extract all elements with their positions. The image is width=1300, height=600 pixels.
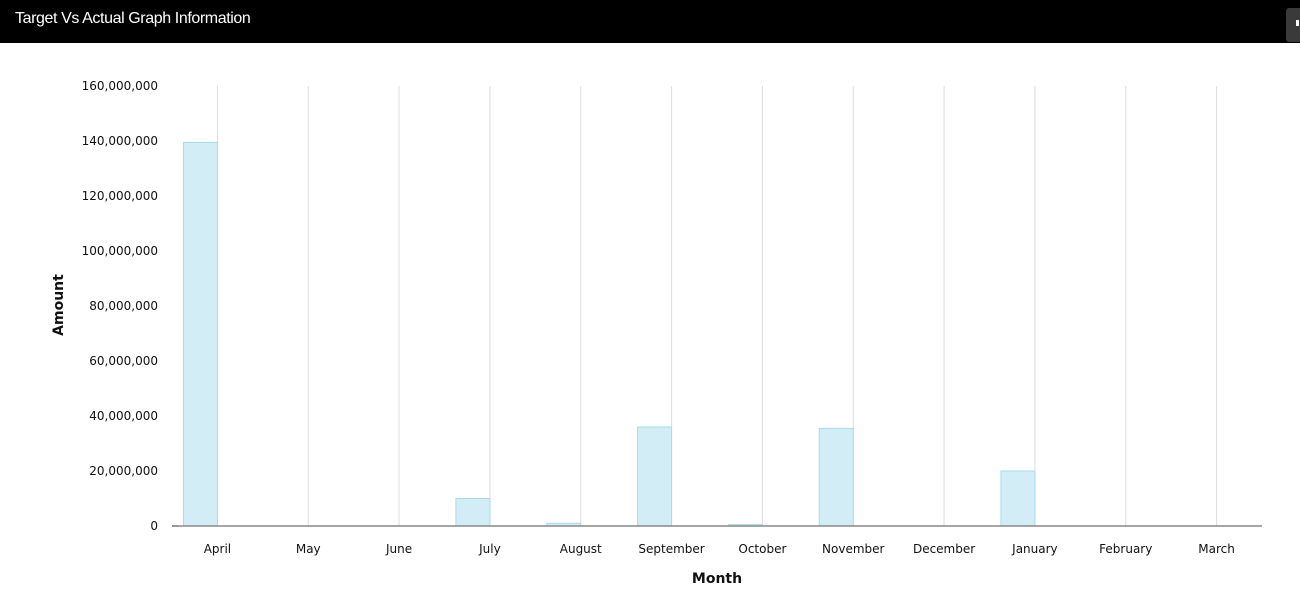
bar-july[interactable] xyxy=(455,498,491,527)
y-tick-label: 60,000,000 xyxy=(89,354,158,368)
corner-control-icon[interactable] xyxy=(1286,8,1300,42)
y-tick-label: 0 xyxy=(150,519,158,533)
x-axis-title: Month xyxy=(692,571,742,587)
x-tick-label: June xyxy=(385,542,412,556)
x-tick-label: August xyxy=(560,542,602,556)
x-tick-label: November xyxy=(822,542,884,556)
x-tick-label: October xyxy=(738,542,786,556)
x-tick-label: December xyxy=(913,542,975,556)
grid-lines xyxy=(216,86,1218,526)
y-tick-labels: 0 20,000,000 40,000,000 60,000,000 80,000,00… xyxy=(82,79,158,533)
bar-april[interactable] xyxy=(182,141,218,527)
x-tick-label: September xyxy=(638,542,704,556)
y-tick-label: 160,000,000 xyxy=(82,79,158,93)
x-tick-label: March xyxy=(1198,542,1235,556)
x-tick-label: January xyxy=(1011,542,1058,556)
y-tick-label: 140,000,000 xyxy=(82,134,158,148)
y-tick-label: 40,000,000 xyxy=(89,409,158,423)
title-bar: Target Vs Actual Graph Information xyxy=(0,0,1300,43)
y-axis-title: Amount xyxy=(51,274,67,336)
corner-glyph-icon xyxy=(1296,20,1299,26)
x-tick-label: May xyxy=(296,542,321,556)
y-tick-label: 120,000,000 xyxy=(82,189,158,203)
y-tick-label: 100,000,000 xyxy=(82,244,158,258)
bar-chart: 0 20,000,000 40,000,000 60,000,000 80,000,00… xyxy=(51,79,1262,587)
x-tick-label: April xyxy=(204,542,231,556)
bar-january[interactable] xyxy=(1000,470,1036,527)
x-tick-label: July xyxy=(478,542,501,556)
x-tick-label: February xyxy=(1099,542,1152,556)
bar-november[interactable] xyxy=(818,427,854,527)
x-tick-labels: April May June July August September October No… xyxy=(204,542,1235,556)
bars xyxy=(182,141,1036,527)
bar-september[interactable] xyxy=(637,426,673,527)
y-tick-label: 20,000,000 xyxy=(89,464,158,478)
page-title: Target Vs Actual Graph Information xyxy=(15,10,251,27)
y-tick-label: 80,000,000 xyxy=(89,299,158,313)
